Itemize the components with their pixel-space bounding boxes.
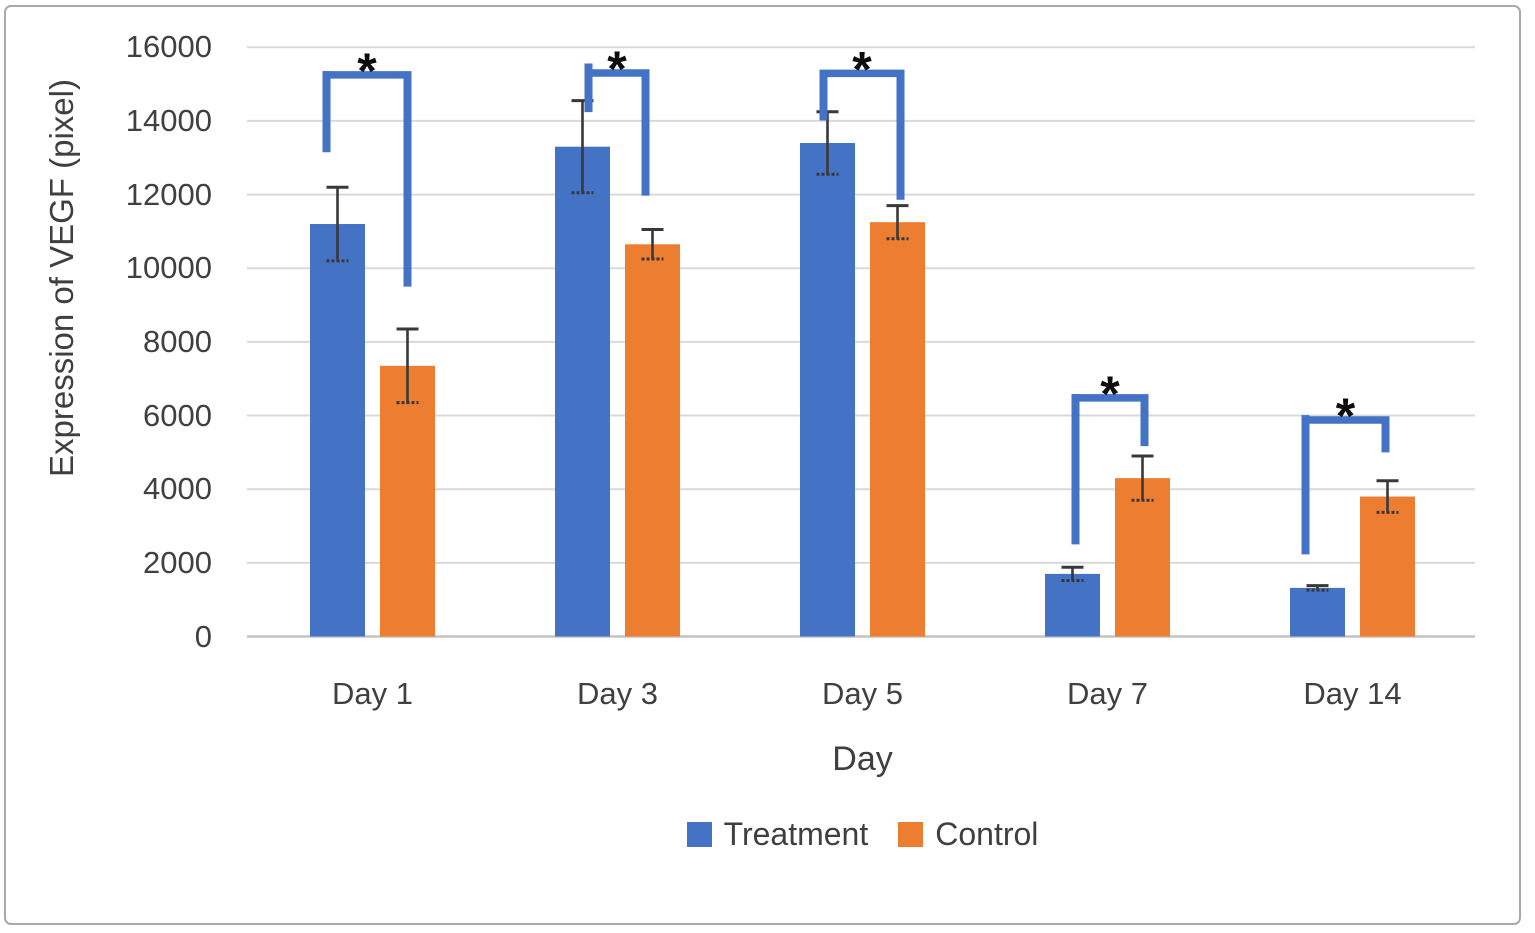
x-category-label-day-5: Day 5 xyxy=(822,676,903,711)
significance-asterisk-day-5: * xyxy=(852,41,872,97)
bar-control-day-1 xyxy=(380,365,435,637)
control-legend-label: Control xyxy=(935,816,1039,852)
y-tick-label-4000: 4000 xyxy=(143,471,212,507)
x-category-label-day-3: Day 3 xyxy=(577,676,658,711)
bar-treatment-day-1 xyxy=(310,224,365,637)
legend-item-treatment: Treatment xyxy=(686,816,869,853)
bar-control-day-5 xyxy=(870,222,925,637)
y-tick-label-6000: 6000 xyxy=(143,397,212,433)
y-tick-label-16000: 16000 xyxy=(125,29,212,65)
y-tick-label-10000: 10000 xyxy=(125,250,212,286)
chart-border xyxy=(4,5,1521,925)
x-category-label-day-1: Day 1 xyxy=(332,676,413,711)
bar-control-day-7 xyxy=(1115,478,1170,637)
bar-control-day-14 xyxy=(1360,496,1415,637)
bar-treatment-day-14 xyxy=(1290,587,1345,637)
significance-asterisk-day-7: * xyxy=(1100,366,1120,422)
significance-asterisk-day-3: * xyxy=(607,41,627,97)
bar-treatment-day-7 xyxy=(1045,573,1100,637)
y-tick-label-14000: 14000 xyxy=(125,102,212,138)
control-legend-swatch xyxy=(898,822,924,847)
treatment-legend-label: Treatment xyxy=(723,816,869,852)
y-tick-label-8000: 8000 xyxy=(143,323,212,359)
y-tick-label-0: 0 xyxy=(194,618,212,654)
significance-asterisk-day-14: * xyxy=(1336,388,1356,444)
legend-item-control: Control xyxy=(898,816,1038,853)
treatment-legend-swatch xyxy=(686,822,712,847)
bar-control-day-3 xyxy=(625,244,680,637)
x-category-label-day-7: Day 7 xyxy=(1067,676,1148,711)
bar-treatment-day-3 xyxy=(555,146,610,637)
y-tick-label-2000: 2000 xyxy=(143,544,212,580)
bar-treatment-day-5 xyxy=(800,143,855,637)
x-category-label-day-14: Day 14 xyxy=(1303,676,1402,711)
y-tick-label-12000: 12000 xyxy=(125,176,212,212)
significance-asterisk-day-1: * xyxy=(357,43,377,99)
legend: Treatment Control xyxy=(250,816,1475,853)
x-axis-title: Day xyxy=(832,740,893,778)
